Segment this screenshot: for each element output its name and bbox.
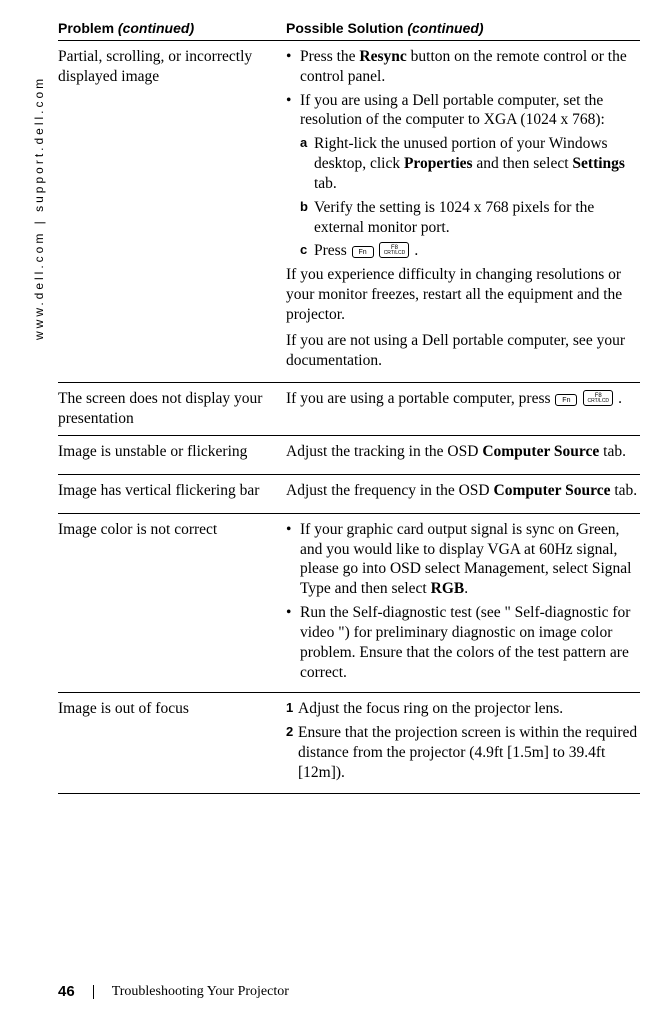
table-row: Partial, scrolling, or incorrectly displ… xyxy=(58,41,640,383)
solution-line: If you are using a portable computer, pr… xyxy=(286,389,638,409)
table-row: Image is unstable or flickeringAdjust th… xyxy=(58,436,640,475)
troubleshooting-table: Problem (continued) Possible Solution (c… xyxy=(58,18,640,794)
solution-cell: Adjust the tracking in the OSD Computer … xyxy=(286,436,640,475)
solution-line: •Run the Self-diagnostic test (see " Sel… xyxy=(286,603,638,682)
solution-line: If you are not using a Dell portable com… xyxy=(286,331,638,371)
solution-line: Adjust the tracking in the OSD Computer … xyxy=(286,442,638,462)
problem-cell: Partial, scrolling, or incorrectly displ… xyxy=(58,41,286,383)
key-crtlcd-icon: F8CRT/LCD xyxy=(583,390,613,406)
header-problem: Problem (continued) xyxy=(58,18,286,41)
solution-line: •If you are using a Dell portable comput… xyxy=(286,91,638,131)
solution-cell: 1Adjust the focus ring on the projector … xyxy=(286,693,640,793)
table-row: Image color is not correct•If your graph… xyxy=(58,513,640,693)
solution-line: Adjust the frequency in the OSD Computer… xyxy=(286,481,638,501)
solution-line: 2Ensure that the projection screen is wi… xyxy=(286,723,638,782)
solution-line: cPress Fn F8CRT/LCD . xyxy=(300,241,638,261)
key-crtlcd-icon: F8CRT/LCD xyxy=(379,242,409,258)
page-number: 46 xyxy=(58,983,75,1000)
page-footer: 46 Troubleshooting Your Projector xyxy=(58,983,289,1000)
table-row: Image has vertical flickering barAdjust … xyxy=(58,474,640,513)
solution-line: 1Adjust the focus ring on the projector … xyxy=(286,699,638,719)
table-row: Image is out of focus1Adjust the focus r… xyxy=(58,693,640,793)
solution-line: bVerify the setting is 1024 x 768 pixels… xyxy=(300,198,638,238)
table-header-row: Problem (continued) Possible Solution (c… xyxy=(58,18,640,41)
chapter-title: Troubleshooting Your Projector xyxy=(112,984,289,1000)
solution-cell: •Press the Resync button on the remote c… xyxy=(286,41,640,383)
solution-cell: •If your graphic card output signal is s… xyxy=(286,513,640,693)
solution-line: •If your graphic card output signal is s… xyxy=(286,520,638,599)
table-row: The screen does not display your present… xyxy=(58,383,640,436)
problem-cell: Image is unstable or flickering xyxy=(58,436,286,475)
solution-line: aRight-lick the unused portion of your W… xyxy=(300,134,638,193)
key-fn-icon: Fn xyxy=(555,394,577,406)
header-solution: Possible Solution (continued) xyxy=(286,18,640,41)
side-url: www.dell.com | support.dell.com xyxy=(32,76,46,340)
solution-line: If you experience difficulty in changing… xyxy=(286,265,638,324)
solution-cell: If you are using a portable computer, pr… xyxy=(286,383,640,436)
solution-cell: Adjust the frequency in the OSD Computer… xyxy=(286,474,640,513)
problem-cell: Image has vertical flickering bar xyxy=(58,474,286,513)
troubleshooting-table-container: Problem (continued) Possible Solution (c… xyxy=(58,18,640,794)
key-fn-icon: Fn xyxy=(352,246,374,258)
footer-separator xyxy=(93,985,94,999)
solution-line: •Press the Resync button on the remote c… xyxy=(286,47,638,87)
problem-cell: Image is out of focus xyxy=(58,693,286,793)
problem-cell: The screen does not display your present… xyxy=(58,383,286,436)
problem-cell: Image color is not correct xyxy=(58,513,286,693)
